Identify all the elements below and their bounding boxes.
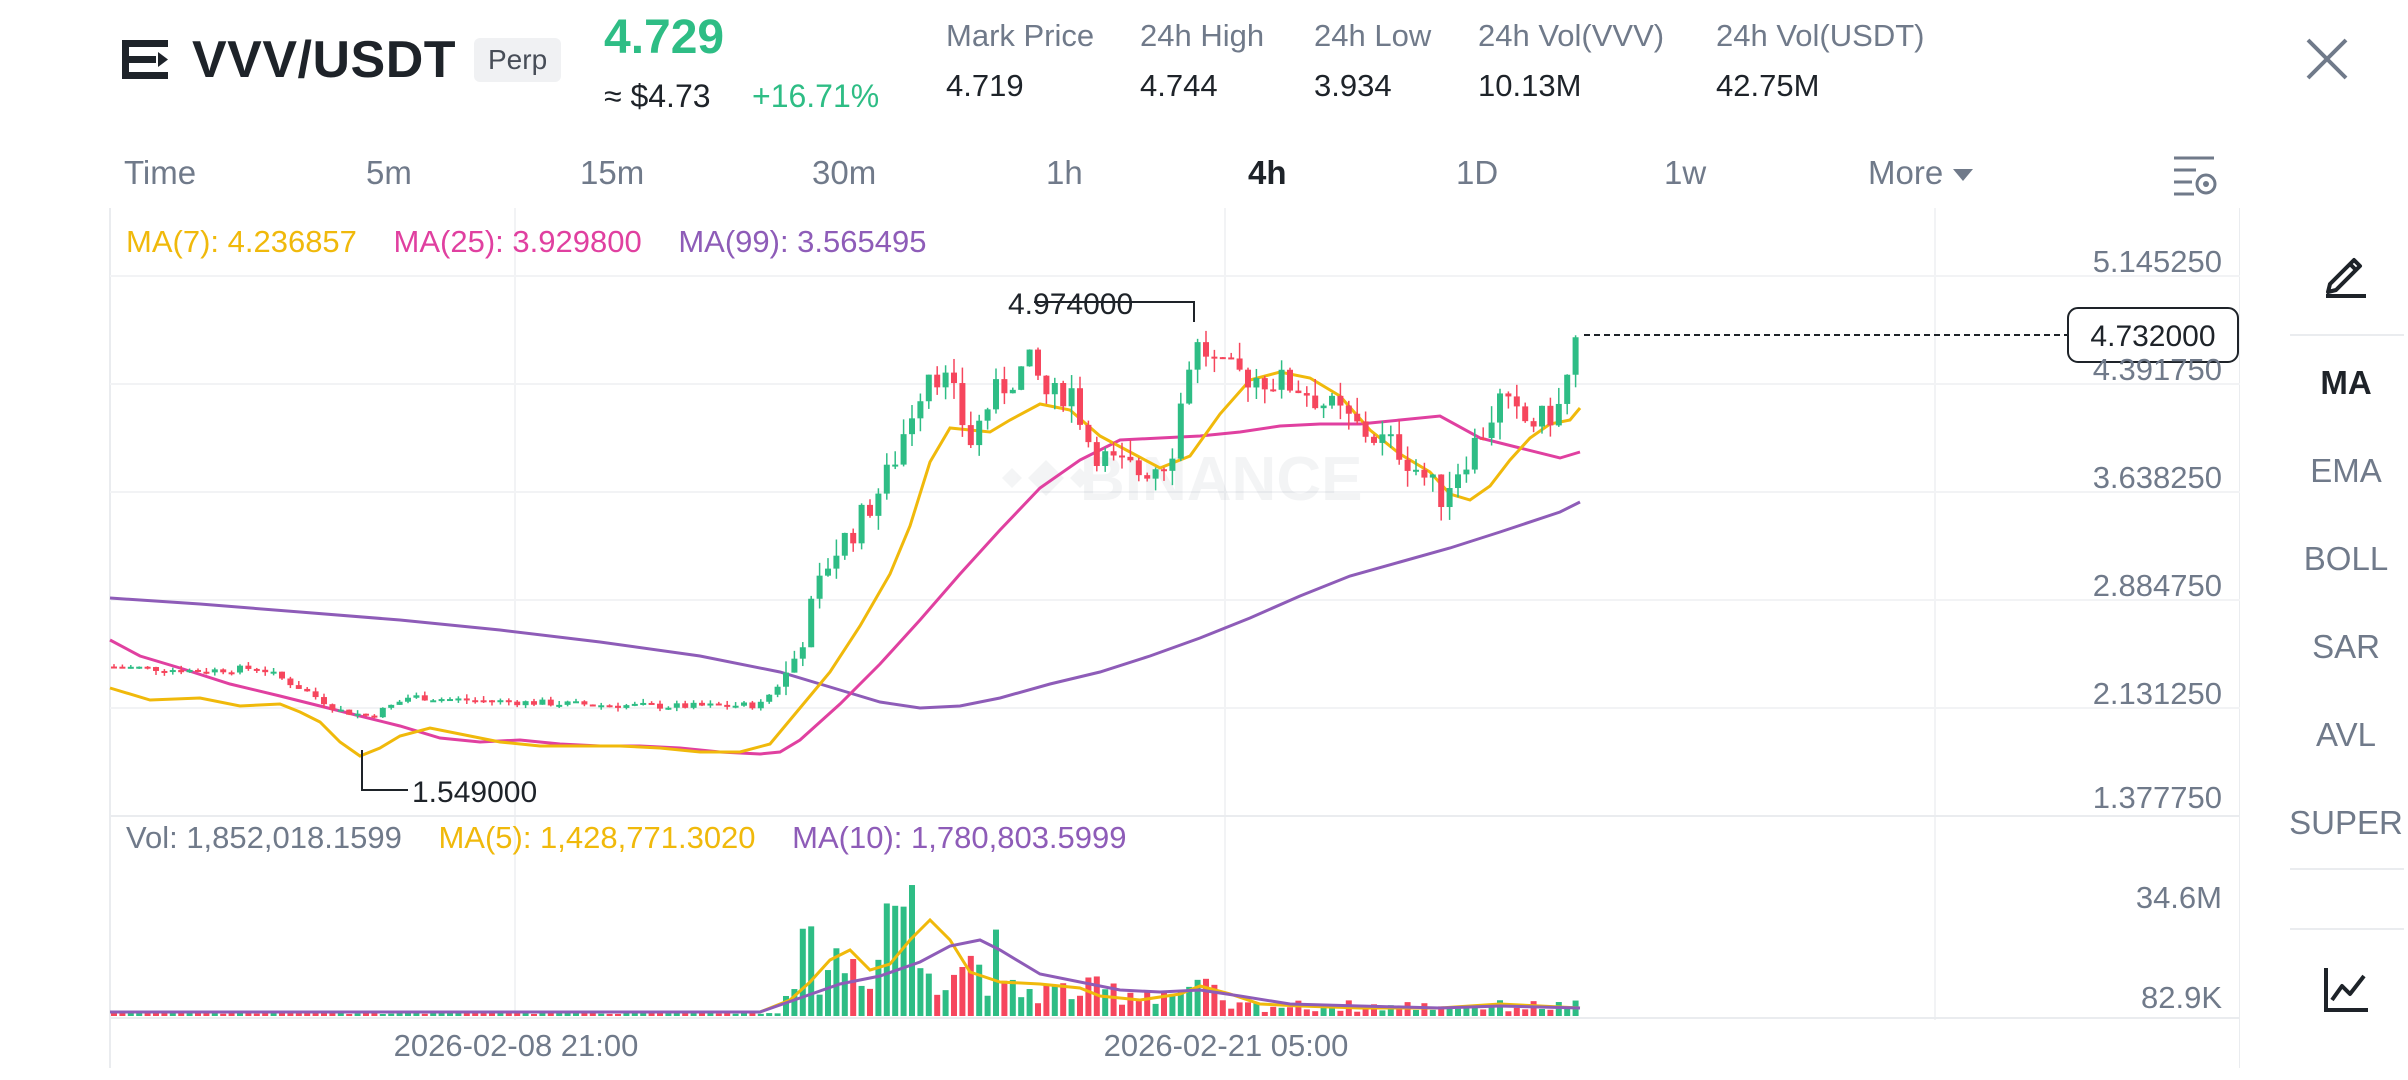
tab-30m[interactable]: 30m (812, 154, 877, 191)
stat-24h-vol-quote: 24h Vol(USDT) 42.75M (1716, 18, 1924, 104)
candlestick-chart[interactable]: BINANCE 4.974000 1.549000 4.732000 5.145… (0, 208, 2240, 1068)
menu-icon[interactable] (118, 36, 172, 84)
volume-axis-label: 34.6M (2136, 880, 2222, 915)
stat-value: 42.75M (1716, 68, 1820, 103)
stat-label: 24h Vol(USDT) (1716, 18, 1925, 53)
stat-24h-vol-base: 24h Vol(VVV) 10.13M (1478, 18, 1664, 104)
stat-value: 4.744 (1140, 68, 1218, 103)
price-axis-label: 3.638250 (2093, 460, 2222, 495)
volume-legend: Vol: 1,852,018.1599 (126, 820, 402, 855)
price-indicator-legend: MA(7): 4.236857 MA(25): 3.929800 MA(99):… (126, 224, 954, 260)
volume-axis-label: 82.9K (2141, 980, 2222, 1015)
indicator-ema[interactable]: EMA (2310, 452, 2382, 489)
volume-ma10-line (110, 938, 1581, 1014)
candles-group (111, 330, 1579, 719)
stat-label: 24h Vol(VVV) (1478, 18, 1665, 53)
tab-1w[interactable]: 1w (1664, 154, 1707, 191)
indicator-ma[interactable]: MA (2320, 364, 2372, 401)
stat-24h-high: 24h High 4.744 (1140, 18, 1264, 104)
ma7-legend: MA(7): 4.236857 (126, 224, 357, 259)
tab-more-label: More (1868, 154, 1944, 191)
stat-24h-low: 24h Low 3.934 (1314, 18, 1431, 104)
close-icon[interactable] (2304, 36, 2350, 82)
usd-equivalent: ≈ $4.73 (604, 78, 711, 114)
sidebar-divider (2290, 868, 2404, 870)
price-axis-label: 1.377750 (2093, 780, 2222, 815)
indicator-avl[interactable]: AVL (2316, 716, 2376, 753)
stat-value: 4.719 (946, 68, 1024, 103)
tab-1h[interactable]: 1h (1046, 154, 1083, 191)
time-axis-label: 2026-02-08 21:00 (394, 1028, 639, 1063)
volume-indicator-legend: Vol: 1,852,018.1599 MA(5): 1,428,771.302… (126, 820, 1155, 856)
tab-1d[interactable]: 1D (1456, 154, 1499, 191)
sidebar-divider (2290, 334, 2404, 336)
volume-bars-group (111, 885, 1579, 1016)
current-price-tag (2067, 307, 2239, 363)
ma25-line (109, 414, 1581, 756)
low-marker-label: 1.549000 (412, 776, 537, 809)
indicator-super[interactable]: SUPER (2289, 804, 2403, 841)
line-chart-icon[interactable] (2320, 964, 2372, 1016)
stat-value: 3.934 (1314, 68, 1392, 103)
price-axis-label: 2.884750 (2093, 568, 2222, 603)
stat-label: 24h Low (1314, 18, 1432, 53)
contract-type-badge: Perp (474, 38, 562, 82)
time-axis-label: 2026-02-21 05:00 (1104, 1028, 1349, 1063)
price-axis-label: 4.391750 (2093, 352, 2222, 387)
price-axis-label: 5.145250 (2093, 244, 2222, 279)
tab-5m[interactable]: 5m (366, 154, 412, 191)
tab-time[interactable]: Time (124, 154, 197, 191)
watermark-text: BINANCE (1080, 445, 1362, 514)
ma99-legend: MA(99): 3.565495 (678, 224, 927, 259)
stat-value: 10.13M (1478, 68, 1582, 103)
tab-15m[interactable]: 15m (580, 154, 645, 191)
stat-mark-price: Mark Price 4.719 (946, 18, 1094, 104)
price-axis-label: 2.131250 (2093, 676, 2222, 711)
tab-more[interactable]: More (1868, 154, 1974, 192)
binance-watermark: BINANCE (1002, 445, 1362, 514)
ma99-line (109, 500, 1581, 710)
high-marker-line (1034, 301, 1195, 322)
tab-4h[interactable]: 4h (1248, 154, 1287, 191)
stat-label: 24h High (1140, 18, 1265, 53)
current-price-tag-label: 4.732000 (2090, 320, 2215, 353)
last-price: 4.729 (604, 11, 725, 64)
volume-ma5-legend: MA(5): 1,428,771.3020 (438, 820, 756, 855)
volume-ma5-line (110, 917, 1581, 1014)
trading-pair-title[interactable]: VVV/USDT (192, 31, 457, 89)
price-change-percent: +16.71% (752, 78, 880, 114)
indicator-sar[interactable]: SAR (2312, 628, 2380, 665)
low-marker-line (361, 750, 408, 791)
volume-ma10-legend: MA(10): 1,780,803.5999 (792, 820, 1127, 855)
stat-label: Mark Price (946, 18, 1095, 53)
high-marker-label: 4.974000 (1008, 288, 1133, 321)
ma25-legend: MA(25): 3.929800 (393, 224, 642, 259)
caret-down-icon (1953, 169, 1974, 182)
draw-pencil-icon[interactable] (2320, 246, 2372, 298)
sidebar-divider (2290, 928, 2404, 930)
chart-settings-icon[interactable] (2170, 152, 2218, 198)
indicator-boll[interactable]: BOLL (2303, 540, 2389, 577)
